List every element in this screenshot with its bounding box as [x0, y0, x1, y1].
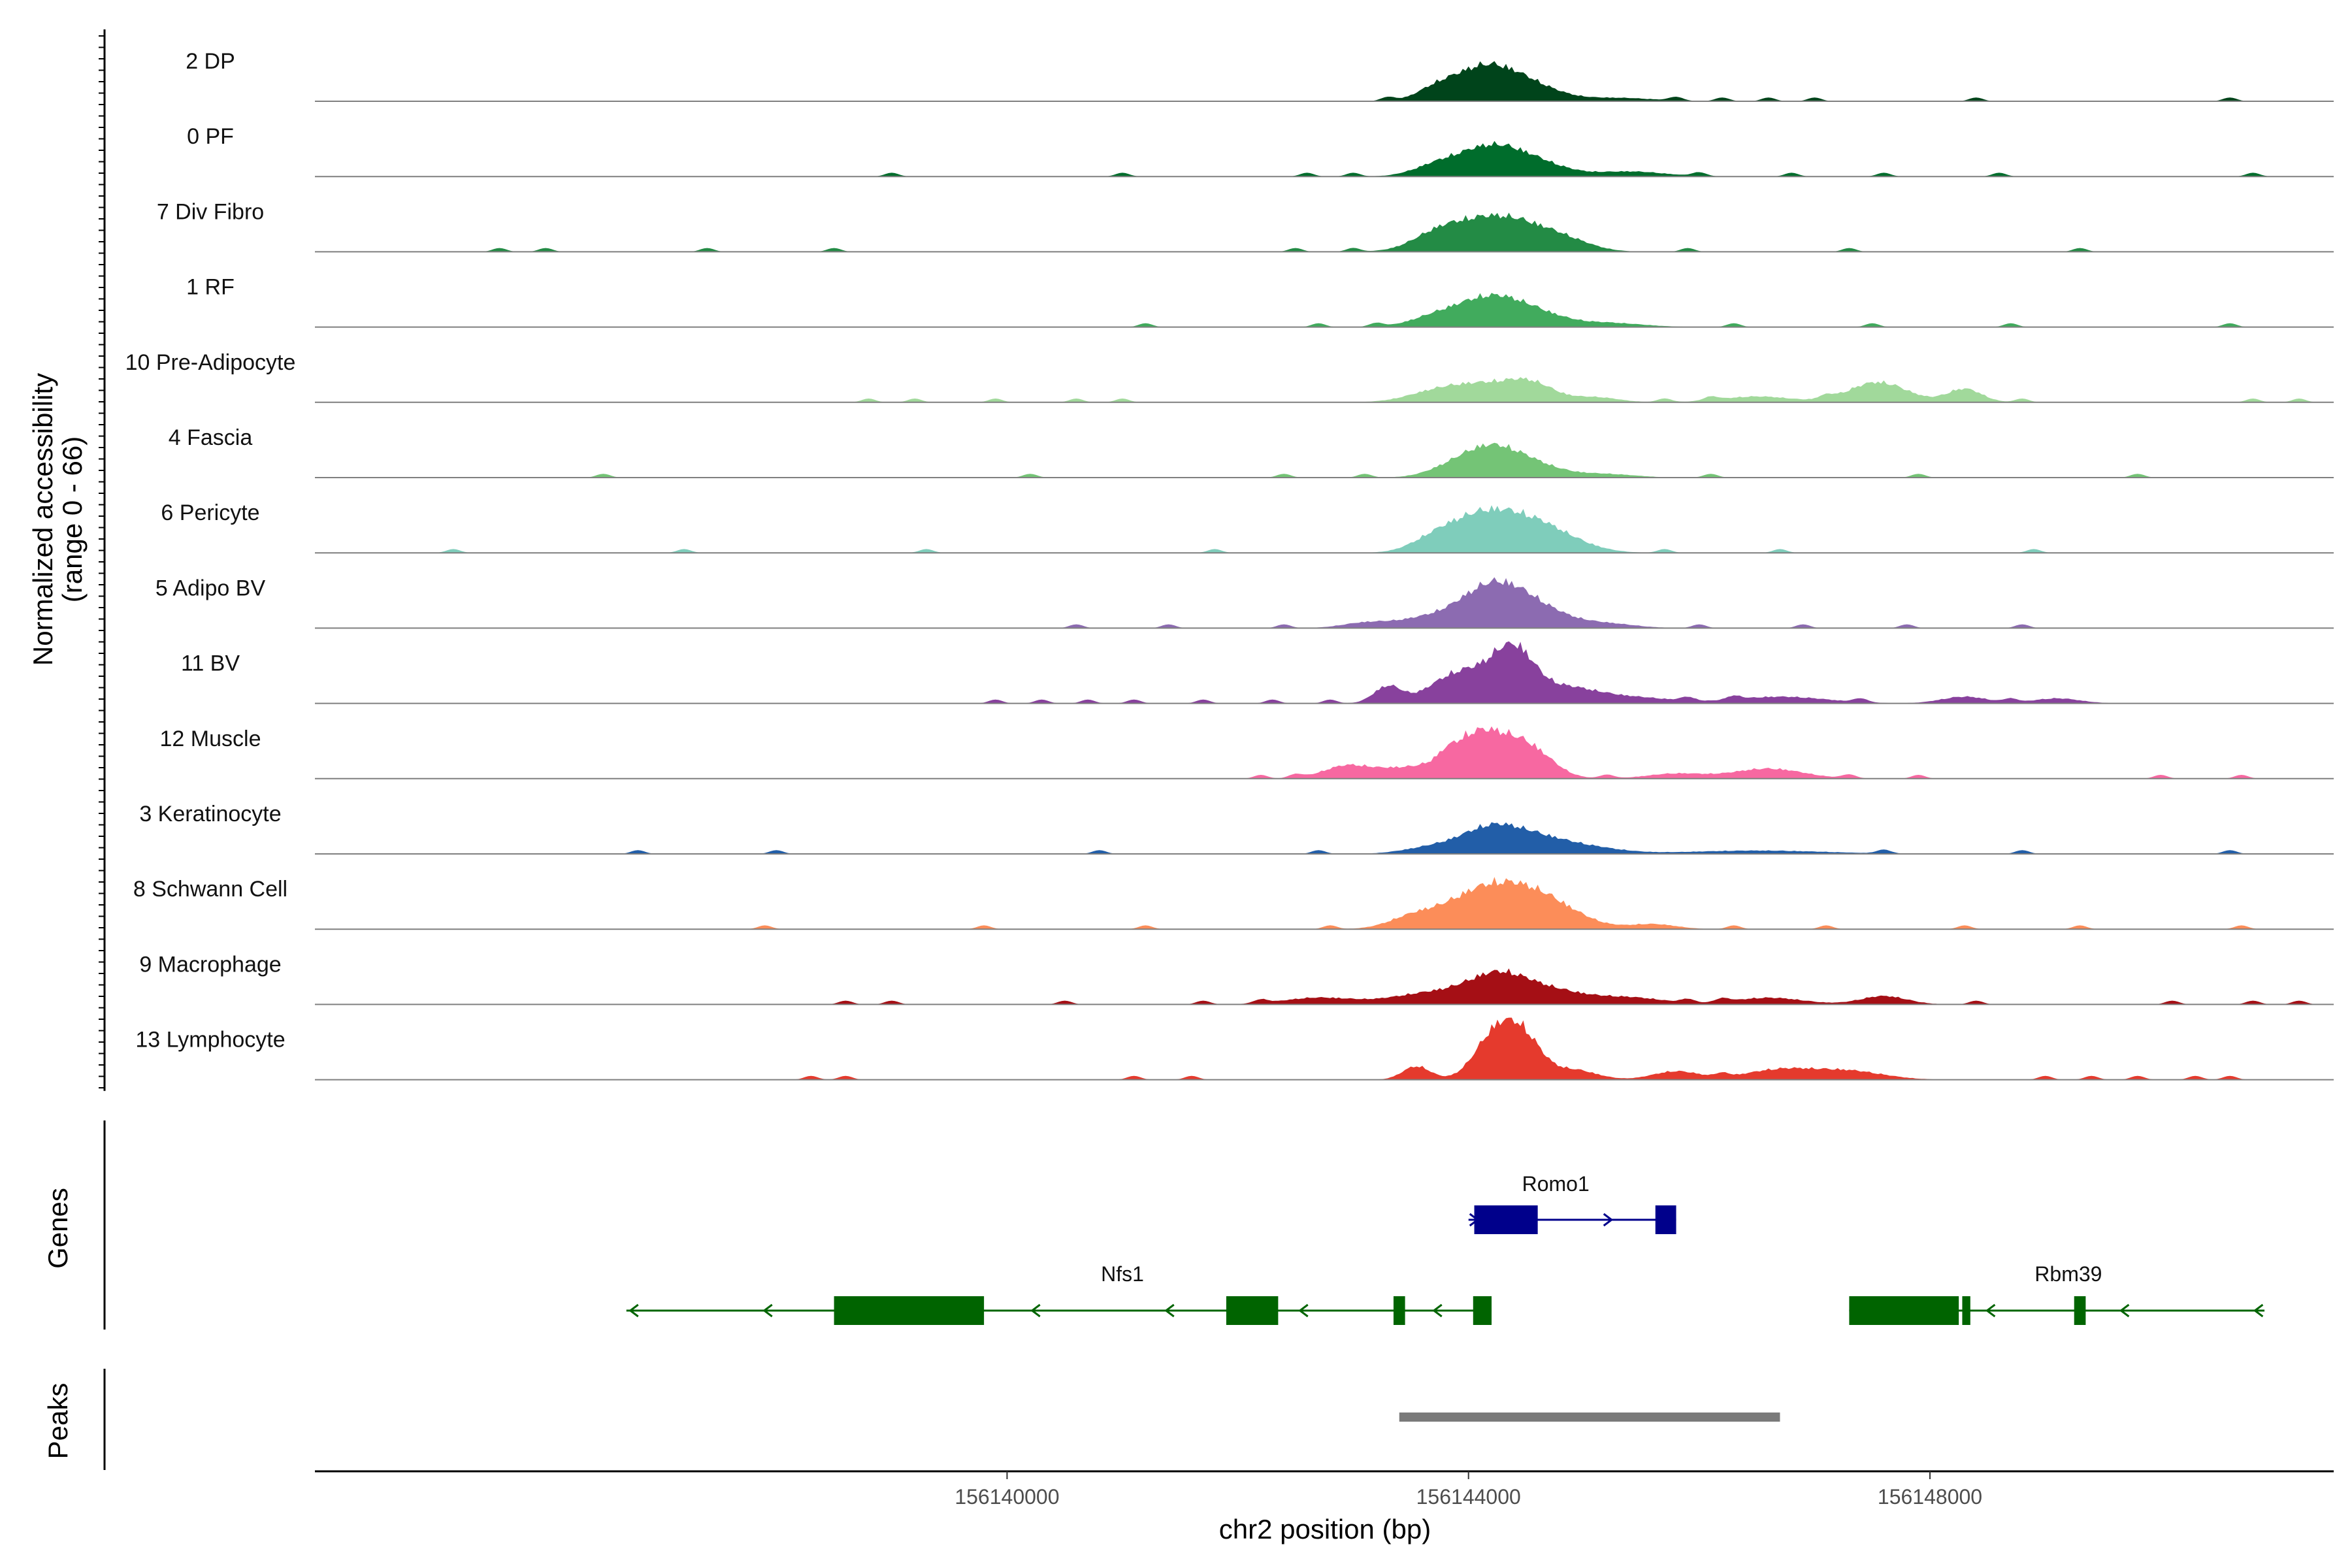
track-area [315, 61, 2334, 101]
track-label: 4 Fascia [169, 425, 253, 450]
y-axis-subtitle: (range 0 - 66) [57, 436, 88, 602]
track-area [315, 877, 2334, 930]
track-8-schwann-cell: 8 Schwann Cell [133, 877, 2334, 930]
track-label: 11 BV [181, 651, 240, 676]
gene-exon [1849, 1296, 1959, 1325]
peak-region [1399, 1413, 1780, 1422]
track-10-pre-adipocyte: 10 Pre-Adipocyte [125, 350, 2334, 403]
track-9-macrophage: 9 Macrophage [139, 952, 2334, 1005]
gene-layer: Romo1 Nfs1 Rbm39 [626, 1172, 2265, 1325]
track-area [315, 822, 2334, 854]
track-label: 6 Pericyte [161, 500, 259, 525]
gene-romo1: Romo1 [1468, 1172, 1676, 1234]
x-tick-label: 156148000 [1878, 1485, 1982, 1509]
peaks-panel-title: Peaks [42, 1383, 73, 1460]
track-label: 0 PF [187, 124, 234, 149]
track-label: 13 Lymphocyte [135, 1028, 285, 1053]
track-area [315, 212, 2334, 252]
x-tick-label: 156140000 [955, 1485, 1059, 1509]
track-label: 2 DP [186, 49, 235, 74]
track-0-pf: 0 PF [187, 124, 2334, 178]
track-area [315, 293, 2334, 327]
track-label: 9 Macrophage [139, 952, 281, 977]
track-label: 3 Keratinocyte [139, 802, 281, 826]
track-label: 8 Schwann Cell [133, 877, 287, 902]
strand-chevron [1985, 1303, 1996, 1318]
gene-exon [1655, 1205, 1676, 1234]
track-6-pericyte: 6 Pericyte [161, 500, 2334, 554]
track-5-adipo-bv: 5 Adipo BV [155, 576, 2334, 629]
track-area [315, 577, 2334, 629]
gene-label: Rbm39 [2034, 1262, 2102, 1286]
track-area [315, 442, 2334, 478]
track-label: 5 Adipo BV [155, 576, 266, 600]
track-4-fascia: 4 Fascia [169, 425, 2334, 478]
track-1-rf: 1 RF [186, 275, 2334, 328]
x-tick-label: 156144000 [1416, 1485, 1521, 1509]
peak-layer [1399, 1413, 1780, 1422]
track-area [315, 641, 2334, 704]
strand-chevron [1603, 1213, 1614, 1227]
strand-chevron [1432, 1303, 1443, 1318]
track-label: 10 Pre-Adipocyte [125, 350, 296, 375]
axis-layer: 156140000 156144000 156148000 [99, 29, 2334, 1509]
track-label: 12 Muscle [160, 727, 261, 751]
gene-exon [1474, 1205, 1538, 1234]
gene-exon [1226, 1296, 1279, 1325]
track-area [315, 140, 2334, 177]
strand-chevron [1298, 1303, 1309, 1318]
gene-exon [1473, 1296, 1492, 1325]
track-3-keratinocyte: 3 Keratinocyte [139, 802, 2334, 855]
gene-label: Romo1 [1522, 1172, 1590, 1196]
gene-label: Nfs1 [1101, 1262, 1144, 1286]
track-label: 1 RF [186, 275, 235, 300]
strand-chevron [2253, 1303, 2264, 1318]
gene-rbm39: Rbm39 [1849, 1262, 2265, 1325]
track-11-bv: 11 BV [181, 641, 2334, 704]
track-7-div-fibro: 7 Div Fibro [157, 199, 2334, 253]
track-2-dp: 2 DP [186, 49, 2334, 102]
x-axis-title: chr2 position (bp) [1219, 1514, 1431, 1544]
y-axis-title: Normalized accessibility [27, 373, 58, 666]
gene-exon [834, 1296, 985, 1325]
track-area [315, 1017, 2334, 1080]
strand-chevron [1030, 1303, 1041, 1318]
track-area [315, 968, 2334, 1005]
track-13-lymphocyte: 13 Lymphocyte [135, 1017, 2334, 1081]
gene-nfs1: Nfs1 [626, 1262, 1492, 1325]
strand-chevron [2119, 1303, 2130, 1318]
track-layer: 2 DP 0 PF 7 Div Fibro 1 RF 10 Pre-Adipocyte 4… [125, 49, 2334, 1081]
track-12-muscle: 12 Muscle [160, 726, 2334, 779]
track-area [315, 505, 2334, 553]
gene-exon [2074, 1296, 2086, 1325]
strand-chevron [629, 1303, 639, 1318]
strand-chevron [762, 1303, 773, 1318]
track-area [315, 377, 2334, 402]
gene-exon [1962, 1296, 1970, 1325]
strand-chevron [1164, 1303, 1175, 1318]
genes-panel-title: Genes [42, 1188, 73, 1269]
track-label: 7 Div Fibro [157, 199, 264, 224]
gene-exon [1393, 1296, 1405, 1325]
track-area [315, 726, 2334, 779]
